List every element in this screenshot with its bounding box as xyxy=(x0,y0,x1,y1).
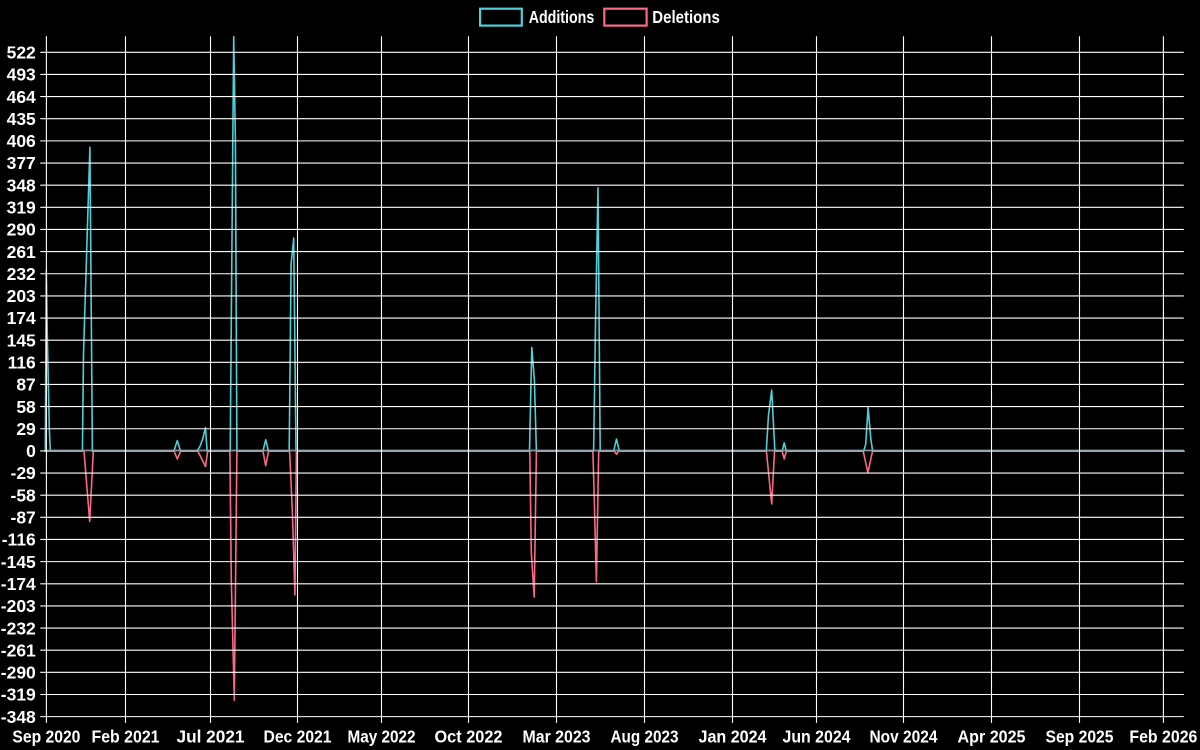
svg-text:-29: -29 xyxy=(11,463,37,483)
svg-text:Deletions: Deletions xyxy=(652,7,720,27)
svg-text:Additions: Additions xyxy=(529,7,595,27)
svg-text:174: 174 xyxy=(7,308,36,328)
svg-text:58: 58 xyxy=(16,397,36,417)
svg-text:Feb 2026: Feb 2026 xyxy=(1129,727,1197,747)
svg-text:Sep 2025: Sep 2025 xyxy=(1046,727,1114,747)
svg-text:-58: -58 xyxy=(11,485,37,505)
svg-text:Dec 2021: Dec 2021 xyxy=(264,727,332,747)
svg-text:406: 406 xyxy=(7,131,36,151)
svg-text:493: 493 xyxy=(7,65,36,85)
svg-text:319: 319 xyxy=(7,198,36,218)
svg-text:0: 0 xyxy=(26,441,36,461)
svg-text:-319: -319 xyxy=(1,685,36,705)
svg-text:Jul 2021: Jul 2021 xyxy=(177,727,245,747)
svg-text:-116: -116 xyxy=(2,530,36,550)
svg-text:Feb 2021: Feb 2021 xyxy=(92,727,160,747)
svg-text:Apr 2025: Apr 2025 xyxy=(958,727,1026,747)
svg-text:377: 377 xyxy=(7,153,36,173)
svg-text:-174: -174 xyxy=(1,574,36,594)
svg-text:116: 116 xyxy=(8,353,36,373)
svg-text:Jan 2024: Jan 2024 xyxy=(699,727,767,747)
svg-text:Mar 2023: Mar 2023 xyxy=(523,727,591,747)
svg-text:Jun 2024: Jun 2024 xyxy=(783,727,851,747)
svg-text:Aug 2023: Aug 2023 xyxy=(611,727,679,747)
svg-text:-87: -87 xyxy=(11,508,36,528)
svg-text:261: 261 xyxy=(7,242,36,262)
svg-text:145: 145 xyxy=(7,330,36,350)
svg-text:-203: -203 xyxy=(1,596,36,616)
svg-text:May 2022: May 2022 xyxy=(348,727,416,747)
svg-text:203: 203 xyxy=(7,286,36,306)
svg-text:-145: -145 xyxy=(1,552,36,572)
svg-text:Sep 2020: Sep 2020 xyxy=(12,727,80,747)
svg-text:522: 522 xyxy=(7,43,36,63)
svg-text:348: 348 xyxy=(7,175,36,195)
svg-text:232: 232 xyxy=(7,264,36,284)
svg-text:435: 435 xyxy=(7,109,36,129)
svg-text:-232: -232 xyxy=(1,618,36,638)
svg-text:464: 464 xyxy=(7,87,36,107)
svg-text:-348: -348 xyxy=(1,707,36,727)
svg-text:-261: -261 xyxy=(1,640,36,660)
svg-text:-290: -290 xyxy=(1,663,36,683)
svg-text:Oct 2022: Oct 2022 xyxy=(435,727,503,747)
svg-text:87: 87 xyxy=(16,375,35,395)
svg-text:29: 29 xyxy=(16,419,36,439)
svg-text:Nov 2024: Nov 2024 xyxy=(870,727,938,747)
svg-text:290: 290 xyxy=(7,220,36,240)
